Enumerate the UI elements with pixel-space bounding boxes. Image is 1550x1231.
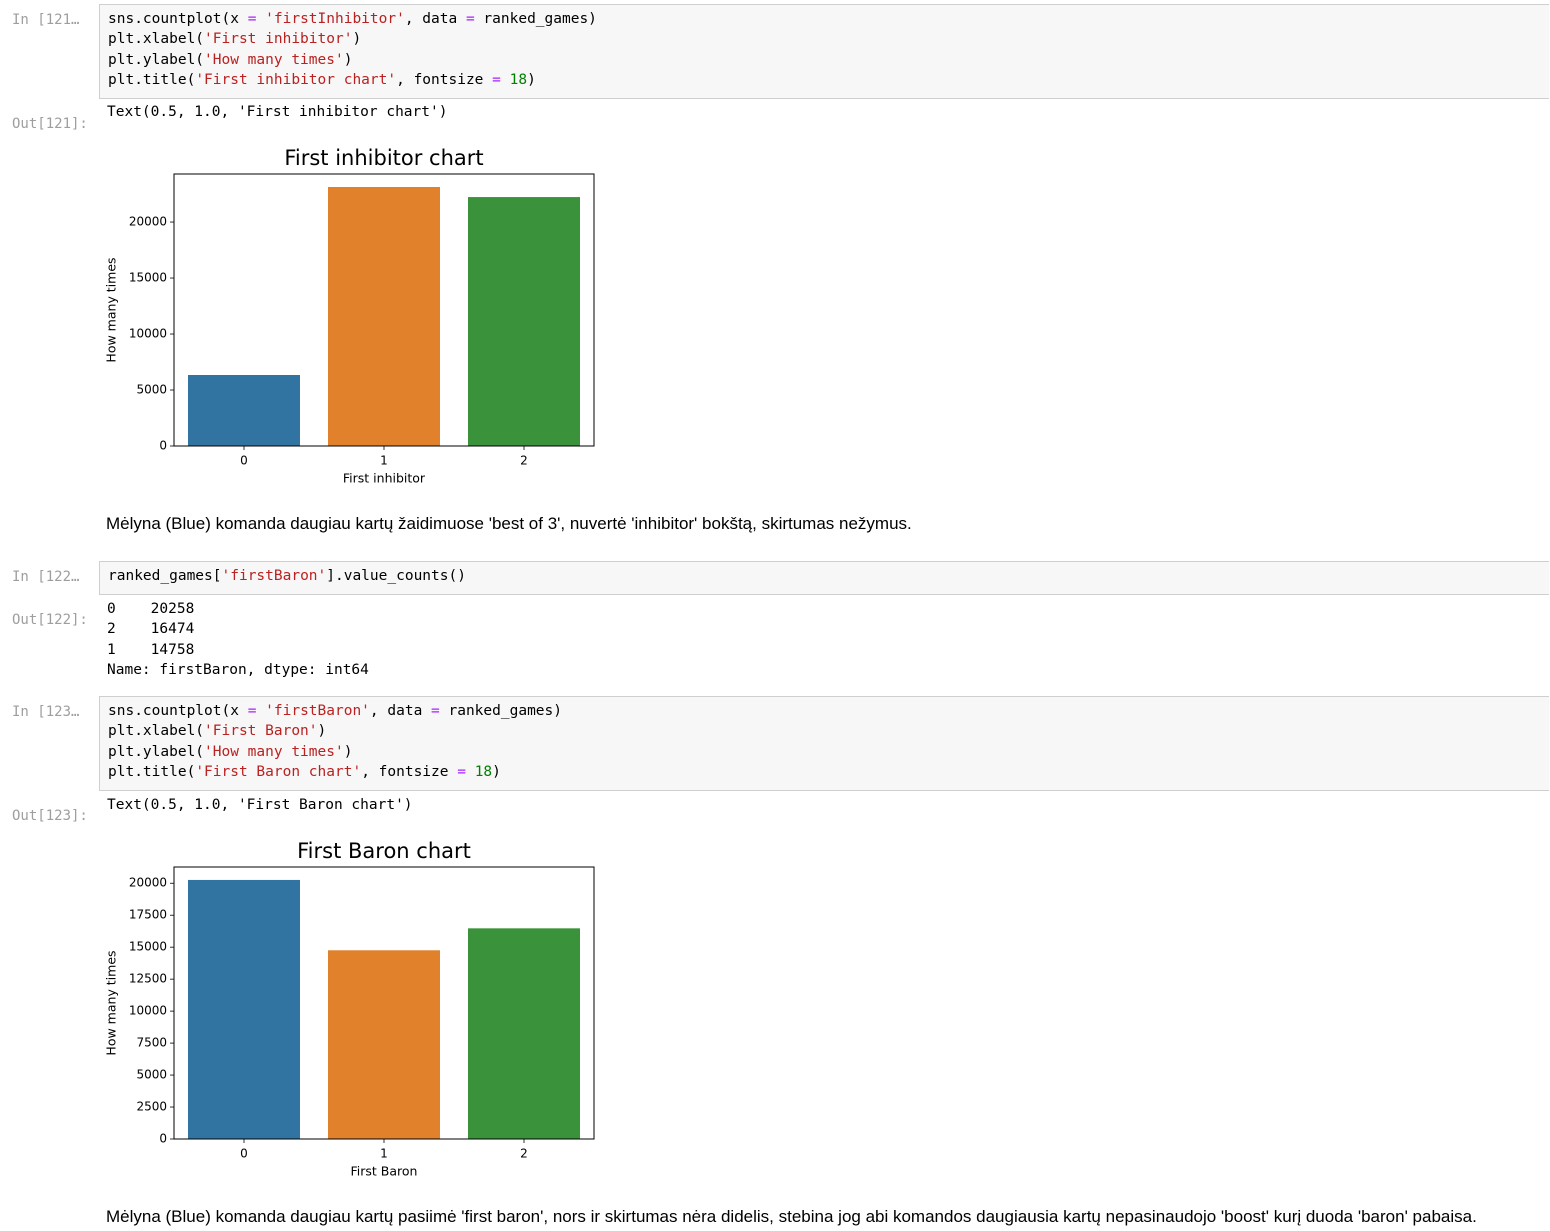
chart: First Baron chart 0 1 2 0 2500 5000 7500 10000 12… xyxy=(104,839,595,1179)
code-cell: sns.countplot(x = 'firstBaron', data = r… xyxy=(99,696,1549,792)
y-tick-label: 15000 xyxy=(129,940,167,954)
out-prompt: Out[121]: xyxy=(12,116,88,132)
bar xyxy=(468,928,580,1139)
chart: First inhibitor chart 0 1 2 0 5000 10000 15000 2… xyxy=(104,146,595,486)
y-axis-label: How many times xyxy=(104,257,119,362)
x-tick-label: 0 xyxy=(240,1147,248,1161)
code-line: plt.xlabel('First Baron') xyxy=(108,723,327,740)
y-tick-label: 2500 xyxy=(136,1100,167,1114)
in-prompt: In [122… xyxy=(12,569,80,585)
code-cell: sns.countplot(x = 'firstInhibitor', data… xyxy=(99,4,1549,100)
y-tick-label: 20000 xyxy=(129,876,167,890)
bar xyxy=(328,950,440,1139)
y-tick-label: 20000 xyxy=(129,215,167,229)
y-tick-label: 5000 xyxy=(136,383,167,397)
output-line: 2 16474 xyxy=(107,621,195,638)
bar xyxy=(328,186,440,446)
x-tick-label: 0 xyxy=(240,454,248,468)
code-line: plt.xlabel('First inhibitor') xyxy=(108,31,362,48)
output-line: 1 14758 xyxy=(107,641,195,658)
x-tick-label: 2 xyxy=(520,454,528,468)
y-axis-label: How many times xyxy=(104,950,119,1055)
y-tick-label: 17500 xyxy=(129,908,167,922)
y-tick-label: 7500 xyxy=(136,1036,167,1050)
out-prompt: Out[122]: xyxy=(12,612,88,628)
x-tick-label: 1 xyxy=(380,1147,388,1161)
code-line: ranked_games['firstBaron'].value_counts(… xyxy=(108,568,466,584)
y-tick-label: 0 xyxy=(159,439,167,453)
markdown: Mėlyna (Blue) komanda daugiau kartų pasi… xyxy=(106,1207,1477,1226)
y-tick-label: 10000 xyxy=(129,327,167,341)
x-tick-label: 2 xyxy=(520,1147,528,1161)
axes-frame xyxy=(173,173,595,447)
y-tick-label: 5000 xyxy=(136,1068,167,1082)
code-line: plt.ylabel('How many times') xyxy=(108,51,353,68)
output-line: 0 20258 xyxy=(107,601,195,617)
output-line: Name: firstBaron, dtype: int64 xyxy=(107,661,369,678)
code-cell: ranked_games['firstBaron'].value_counts(… xyxy=(99,561,1549,596)
code-line: plt.title('First inhibitor chart', fonts… xyxy=(108,71,536,88)
axes-frame xyxy=(173,866,595,1140)
markdown: Mėlyna (Blue) komanda daugiau kartų žaid… xyxy=(106,514,912,533)
y-tick-label: 10000 xyxy=(129,1004,167,1018)
chart-title: First inhibitor chart xyxy=(284,146,483,170)
code-line: plt.title('First Baron chart', fontsize … xyxy=(108,763,501,780)
x-axis-label: First inhibitor xyxy=(343,471,426,486)
chart-title: First Baron chart xyxy=(297,839,471,863)
bar xyxy=(188,375,300,446)
output-line: Text(0.5, 1.0, 'First Baron chart') xyxy=(107,797,413,813)
x-axis-label: First Baron xyxy=(351,1164,418,1179)
code-line: sns.countplot(x = 'firstInhibitor', data… xyxy=(108,11,597,27)
bar xyxy=(188,879,300,1139)
x-tick-label: 1 xyxy=(380,454,388,468)
out-prompt: Out[123]: xyxy=(12,808,88,824)
in-prompt: In [121… xyxy=(12,12,80,28)
y-tick-label: 12500 xyxy=(129,972,167,986)
code-line: sns.countplot(x = 'firstBaron', data = r… xyxy=(108,703,562,719)
y-tick-label: 15000 xyxy=(129,271,167,285)
y-tick-label: 0 xyxy=(159,1132,167,1146)
code-line: plt.ylabel('How many times') xyxy=(108,743,353,760)
in-prompt: In [123… xyxy=(12,704,80,720)
output-line: Text(0.5, 1.0, 'First inhibitor chart') xyxy=(107,104,448,120)
bar xyxy=(468,197,580,446)
